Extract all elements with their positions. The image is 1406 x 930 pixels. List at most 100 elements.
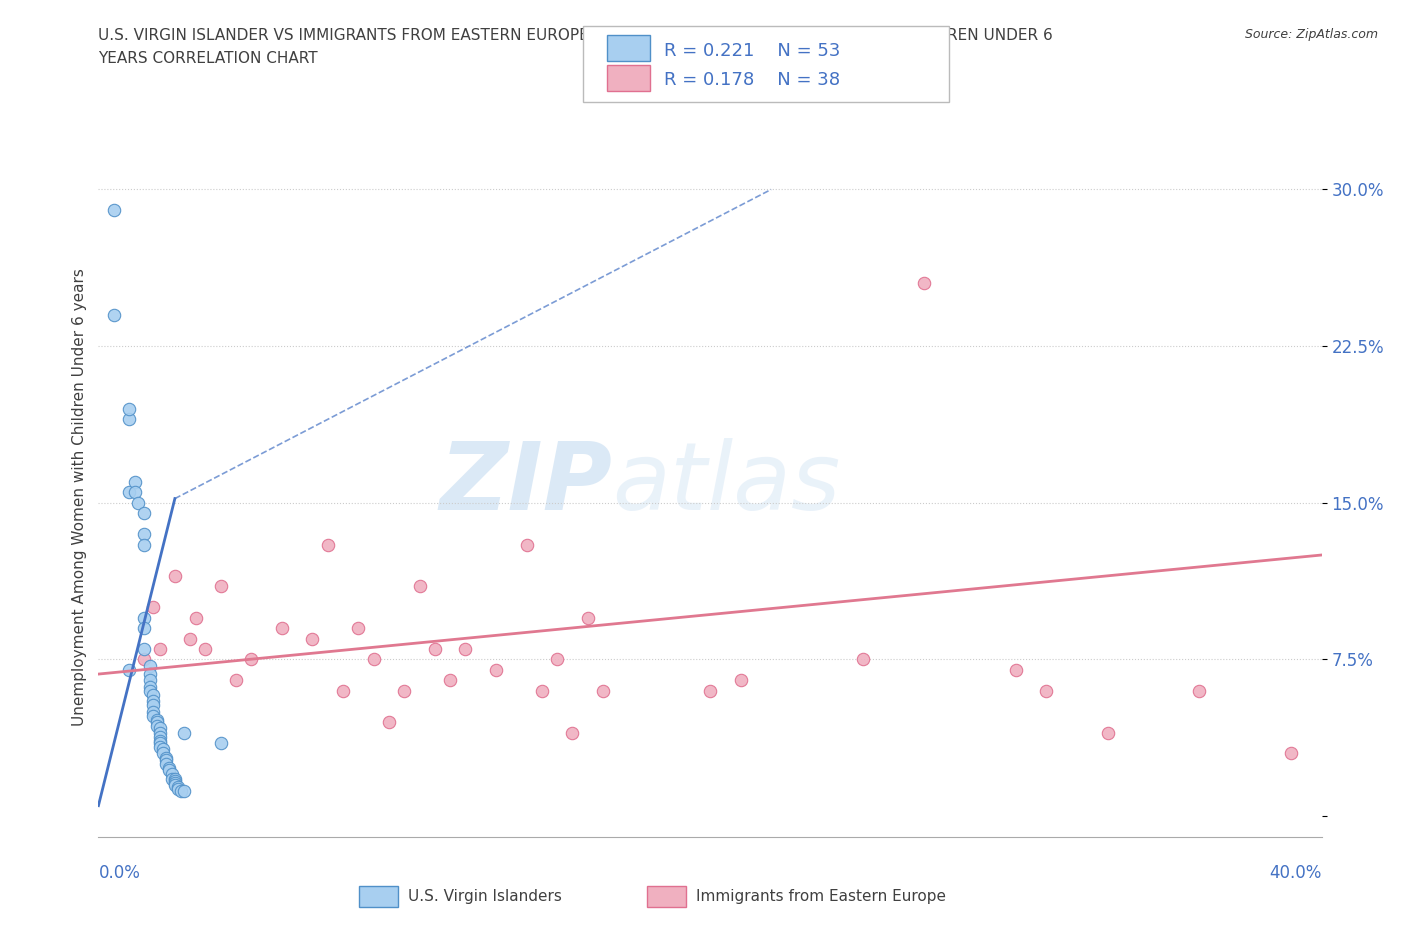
- Point: [225, 673, 247, 688]
- Point: [139, 684, 162, 698]
- Point: [454, 642, 477, 657]
- Point: [139, 667, 162, 682]
- Point: [155, 752, 177, 767]
- Point: [516, 538, 538, 552]
- Point: [730, 673, 752, 688]
- Point: [912, 276, 935, 291]
- Point: [139, 673, 162, 688]
- Point: [149, 729, 172, 744]
- Point: [157, 763, 180, 777]
- Text: atlas: atlas: [612, 438, 841, 529]
- Point: [240, 652, 263, 667]
- Y-axis label: Unemployment Among Women with Children Under 6 years: Unemployment Among Women with Children U…: [72, 269, 87, 726]
- Point: [485, 662, 508, 677]
- Point: [546, 652, 568, 667]
- Point: [316, 538, 339, 552]
- Point: [118, 412, 141, 427]
- Point: [142, 704, 165, 719]
- Point: [118, 402, 141, 417]
- Point: [160, 771, 183, 786]
- Text: Immigrants from Eastern Europe: Immigrants from Eastern Europe: [696, 889, 946, 904]
- Point: [530, 684, 553, 698]
- Point: [347, 620, 370, 635]
- Point: [852, 652, 875, 667]
- Point: [1097, 725, 1119, 740]
- Point: [134, 506, 156, 521]
- Point: [173, 725, 195, 740]
- Point: [576, 610, 599, 625]
- Point: [142, 600, 165, 615]
- Point: [1188, 684, 1211, 698]
- Point: [270, 620, 292, 635]
- Point: [1004, 662, 1026, 677]
- Point: [157, 761, 180, 776]
- Point: [186, 610, 208, 625]
- Point: [142, 698, 165, 712]
- Point: [163, 777, 186, 792]
- Point: [194, 642, 217, 657]
- Point: [103, 203, 125, 218]
- Point: [145, 714, 167, 729]
- Point: [363, 652, 385, 667]
- Point: [118, 662, 141, 677]
- Point: [134, 538, 156, 552]
- Point: [134, 610, 156, 625]
- Point: [163, 568, 186, 583]
- Point: [139, 658, 162, 673]
- Point: [332, 684, 354, 698]
- Point: [118, 485, 141, 499]
- Point: [152, 746, 174, 761]
- Point: [699, 684, 721, 698]
- Point: [134, 620, 156, 635]
- Point: [142, 709, 165, 724]
- Point: [173, 784, 195, 799]
- Point: [378, 714, 401, 729]
- Point: [155, 756, 177, 771]
- Point: [167, 779, 190, 794]
- Point: [149, 736, 172, 751]
- Point: [167, 781, 190, 796]
- Text: 0.0%: 0.0%: [98, 864, 141, 883]
- Point: [139, 679, 162, 694]
- Point: [423, 642, 446, 657]
- Point: [163, 776, 186, 790]
- Point: [163, 771, 186, 786]
- Point: [134, 526, 156, 541]
- Point: [179, 631, 201, 646]
- Point: [142, 694, 165, 709]
- Point: [149, 721, 172, 736]
- Text: R = 0.221    N = 53: R = 0.221 N = 53: [664, 42, 839, 60]
- Point: [301, 631, 323, 646]
- Point: [163, 773, 186, 788]
- Point: [152, 742, 174, 757]
- Point: [160, 767, 183, 782]
- Text: U.S. Virgin Islanders: U.S. Virgin Islanders: [408, 889, 561, 904]
- Point: [209, 578, 232, 593]
- Point: [392, 684, 416, 698]
- Point: [145, 719, 167, 734]
- Point: [561, 725, 583, 740]
- Point: [170, 784, 193, 799]
- Point: [592, 684, 614, 698]
- Point: [149, 725, 172, 740]
- Point: [408, 578, 430, 593]
- Point: [149, 739, 172, 754]
- Text: ZIP: ZIP: [439, 438, 612, 530]
- Point: [149, 642, 172, 657]
- Point: [134, 642, 156, 657]
- Text: 40.0%: 40.0%: [1270, 864, 1322, 883]
- Point: [145, 712, 167, 727]
- Point: [134, 652, 156, 667]
- Text: YEARS CORRELATION CHART: YEARS CORRELATION CHART: [98, 51, 318, 66]
- Point: [209, 736, 232, 751]
- Text: R = 0.178    N = 38: R = 0.178 N = 38: [664, 71, 839, 88]
- Point: [149, 734, 172, 749]
- Point: [127, 496, 149, 511]
- Point: [1279, 746, 1302, 761]
- Point: [103, 307, 125, 322]
- Point: [124, 474, 146, 489]
- Point: [1035, 684, 1057, 698]
- Point: [124, 485, 146, 499]
- Text: Source: ZipAtlas.com: Source: ZipAtlas.com: [1244, 28, 1378, 41]
- Point: [142, 687, 165, 702]
